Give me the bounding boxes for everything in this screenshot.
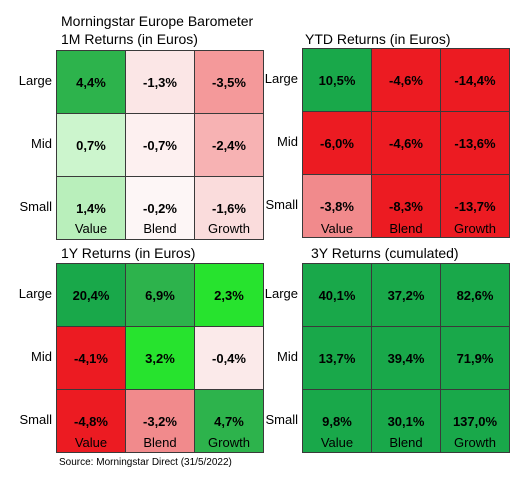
page-title: Morningstar Europe Barometer [61, 13, 254, 29]
heatmap-3y-returns: 40,1% 37,2% 82,6% 13,7% 39,4% 71,9% 9,8% 30,1% 1… [302, 263, 510, 453]
heatmap-cell: -14,4% [441, 49, 509, 111]
row-label: Small [265, 412, 298, 427]
heatmap-cell: -13,7% [441, 175, 509, 237]
heatmap-cell: -3,5% [195, 51, 263, 113]
row-label: Mid [277, 134, 298, 149]
heatmap-1m-returns: 4,4% -1,3% -3,5% 0,7% -0,7% -2,4% 1,4% -0,2% -1,… [56, 50, 264, 240]
heatmap-cell: 137,0% [441, 390, 509, 452]
column-label: Blend [143, 435, 177, 450]
heatmap-cell: 6,9% [126, 264, 194, 326]
heatmap-cell: 9,8% [303, 390, 371, 452]
heatmap-cell: 40,1% [303, 264, 371, 326]
column-label: Growth [208, 435, 250, 450]
panel-title-1y: 1Y Returns (in Euros) [61, 245, 196, 261]
row-label: Mid [31, 349, 52, 364]
heatmap-cell: -4,8% [57, 390, 125, 452]
panel-title-3y: 3Y Returns (cumulated) [311, 245, 459, 261]
panel-title-ytd: YTD Returns (in Euros) [305, 31, 451, 47]
heatmap-cell: 1,4% [57, 177, 125, 239]
column-label: Growth [208, 221, 250, 236]
row-label: Large [18, 73, 52, 88]
column-label: Growth [454, 221, 496, 236]
column-label: Blend [389, 221, 423, 236]
row-label: Small [19, 199, 52, 214]
heatmap-cell: 3,2% [126, 327, 194, 389]
heatmap-cell: -3,2% [126, 390, 194, 452]
heatmap-cell: 2,3% [195, 264, 263, 326]
heatmap-cell: -1,6% [195, 177, 263, 239]
heatmap-cell: -3,8% [303, 175, 371, 237]
heatmap-cell: -13,6% [441, 112, 509, 174]
heatmap-cell: -4,6% [372, 112, 440, 174]
heatmap-cell: 82,6% [441, 264, 509, 326]
heatmap-cell: 37,2% [372, 264, 440, 326]
row-label: Large [18, 286, 52, 301]
panel-title-1m: 1M Returns (in Euros) [61, 31, 198, 47]
row-label: Small [265, 197, 298, 212]
heatmap-cell: -0,4% [195, 327, 263, 389]
heatmap-cell: 30,1% [372, 390, 440, 452]
column-label: Value [320, 435, 354, 450]
heatmap-cell: -4,6% [372, 49, 440, 111]
heatmap-cell: -0,7% [126, 114, 194, 176]
heatmap-cell: -2,4% [195, 114, 263, 176]
heatmap-cell: -6,0% [303, 112, 371, 174]
row-label: Mid [277, 349, 298, 364]
column-label: Value [74, 435, 108, 450]
column-label: Growth [454, 435, 496, 450]
heatmap-cell: 0,7% [57, 114, 125, 176]
heatmap-cell: 39,4% [372, 327, 440, 389]
row-label: Small [19, 412, 52, 427]
heatmap-cell: 71,9% [441, 327, 509, 389]
column-label: Value [74, 221, 108, 236]
row-label: Mid [31, 136, 52, 151]
heatmap-cell: 4,4% [57, 51, 125, 113]
source-note: Source: Morningstar Direct (31/5/2022) [59, 457, 232, 468]
heatmap-cell: -8,3% [372, 175, 440, 237]
column-label: Blend [389, 435, 423, 450]
heatmap-cell: 10,5% [303, 49, 371, 111]
heatmap-1y-returns: 20,4% 6,9% 2,3% -4,1% 3,2% -0,4% -4,8% -3,2% 4,7… [56, 263, 264, 453]
heatmap-cell: 20,4% [57, 264, 125, 326]
column-label: Value [320, 221, 354, 236]
heatmap-cell: -1,3% [126, 51, 194, 113]
heatmap-ytd-returns: 10,5% -4,6% -14,4% -6,0% -4,6% -13,6% -3,8% -8,… [302, 48, 510, 238]
heatmap-cell: -4,1% [57, 327, 125, 389]
heatmap-cell: -0,2% [126, 177, 194, 239]
heatmap-cell: 4,7% [195, 390, 263, 452]
row-label: Large [264, 71, 298, 86]
heatmap-cell: 13,7% [303, 327, 371, 389]
column-label: Blend [143, 221, 177, 236]
row-label: Large [264, 286, 298, 301]
